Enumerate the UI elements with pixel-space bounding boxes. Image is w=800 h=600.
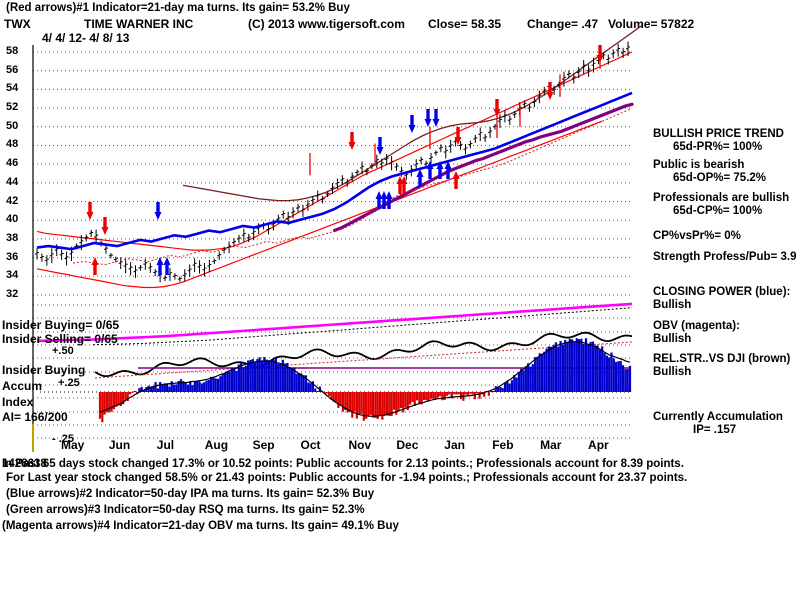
signal-arrow-down-6 [348,132,356,150]
month-label-dec: Dec [396,438,419,452]
price-tick-46: 46 [6,157,19,170]
signal-arrow-up-21 [452,171,460,189]
header-close: Close= 58.35 [428,17,502,31]
signal-arrow-down-22 [493,99,501,117]
obv-value: Bullish [653,333,692,345]
footer-line-1-overlap-number: 1428638 [2,458,47,470]
header-indicator-line: (Red arrows)#1 Indicator=21-day ma turns… [6,2,350,14]
professionals-title: Professionals are bullish [653,192,790,204]
price-tick-34: 34 [6,269,19,282]
month-label-jul: Jul [156,438,175,452]
trend-value: 65d-PR%= 100% [673,141,763,153]
header-volume: Volume= 57822 [608,17,695,31]
signal-arrow-up-4 [156,257,164,275]
price-tick-50: 50 [6,119,19,132]
header-change: Change= .47 [527,17,599,31]
signal-arrow-up-13 [426,161,434,179]
signal-arrow-up-14 [436,161,444,179]
price-tick-36: 36 [6,250,19,263]
signal-arrow-down-9 [424,109,432,127]
signal-arrow-down-23 [546,82,554,100]
footer-line-4: (Green arrows)#3 Indicator=50-day RSQ ma… [6,504,365,516]
footer-line-2: For Last year stock changed 58.5% or 21.… [6,472,688,484]
month-label-feb: Feb [492,438,514,452]
header-copyright: (C) 2013 www.tigersoft.com [248,17,405,31]
trend-title: BULLISH PRICE TREND [653,128,784,140]
index-label: Index [2,395,34,409]
cp-vs-pr-value: CP%vsPr%= 0% [653,230,741,242]
signal-arrow-down-1 [101,217,109,235]
month-label-nov: Nov [348,438,372,452]
insider-selling-count-label: Insider Selling= 0/65 [2,332,118,346]
accum-plus50-label: +.50 [52,345,74,357]
header-ticker: TWX [4,17,31,31]
footer-line-3: (Blue arrows)#2 Indicator=50-day IPA ma … [6,488,375,500]
signal-arrow-up-12 [416,169,424,187]
month-label-may: May [60,438,85,452]
header-company: TIME WARNER INC [84,17,194,31]
signal-arrow-up-5 [163,257,171,275]
accumulation-value: IP= .157 [693,424,737,436]
price-tick-40: 40 [6,213,19,226]
month-label-sep: Sep [252,438,275,452]
signal-arrow-down-7 [376,137,384,155]
insider-buying-label: Insider Buying [2,363,86,377]
price-tick-32: 32 [6,288,19,300]
price-tick-58: 58 [6,45,19,57]
price-tick-56: 56 [6,63,19,76]
month-label-jun: Jun [108,438,131,452]
signal-arrow-up-19 [380,191,388,209]
signal-arrow-up-15 [444,161,452,179]
insider-buying-count-label: Insider Buying= 0/65 [2,318,120,332]
signal-arrow-down-3 [154,202,162,220]
signal-arrow-down-11 [454,127,462,145]
footer-line-5: (Magenta arrows)#4 Indicator=21-day OBV … [2,520,399,532]
public-value: 65d-OP%= 75.2% [673,172,767,184]
month-label-oct: Oct [300,438,321,452]
month-label-jan: Jan [444,438,465,452]
header-date-range: 4/ 4/ 12- 4/ 8/ 13 [42,31,130,45]
accumulation-title: Currently Accumulation [653,411,783,423]
signal-arrow-down-24 [596,45,604,63]
rel-str-value: Bullish [653,366,692,378]
signal-arrow-down-10 [432,109,440,127]
closing-power-title: CLOSING POWER (blue): [653,286,791,298]
signal-arrow-up-2 [91,257,99,275]
accum-minus25-label: - .25 [52,433,75,445]
closing-power-value: Bullish [653,299,692,311]
signal-arrow-up-18 [375,191,383,209]
price-tick-54: 54 [6,82,19,95]
signal-arrow-up-20 [385,191,393,209]
price-tick-44: 44 [6,175,19,188]
price-tick-38: 38 [6,231,19,244]
professionals-value: 65d-CP%= 100% [673,205,763,217]
month-label-aug: Aug [204,438,229,452]
signal-arrow-down-0 [86,202,94,220]
month-label-apr: Apr [588,438,609,452]
strength-profess-pub-value: Strength Profess/Pub= 3.9 [653,251,797,263]
accum-label: Accum [2,379,43,393]
month-label-mar: Mar [540,438,562,452]
signal-arrow-down-8 [408,115,416,133]
price-tick-42: 42 [6,194,19,207]
public-title: Public is bearish [653,159,745,171]
price-tick-52: 52 [6,101,19,114]
ai-label: AI= 166/200 [2,410,68,424]
obv-title: OBV (magenta): [653,320,740,332]
rel-str-title: REL.STR..VS DJI (brown) [653,353,791,365]
price-tick-48: 48 [6,138,19,151]
footer-line-1-text: In Past 65 days stock changed 17.3% or 1… [2,458,684,470]
signal-arrow-up-17 [400,176,408,194]
accum-plus25-label: +.25 [58,377,80,389]
